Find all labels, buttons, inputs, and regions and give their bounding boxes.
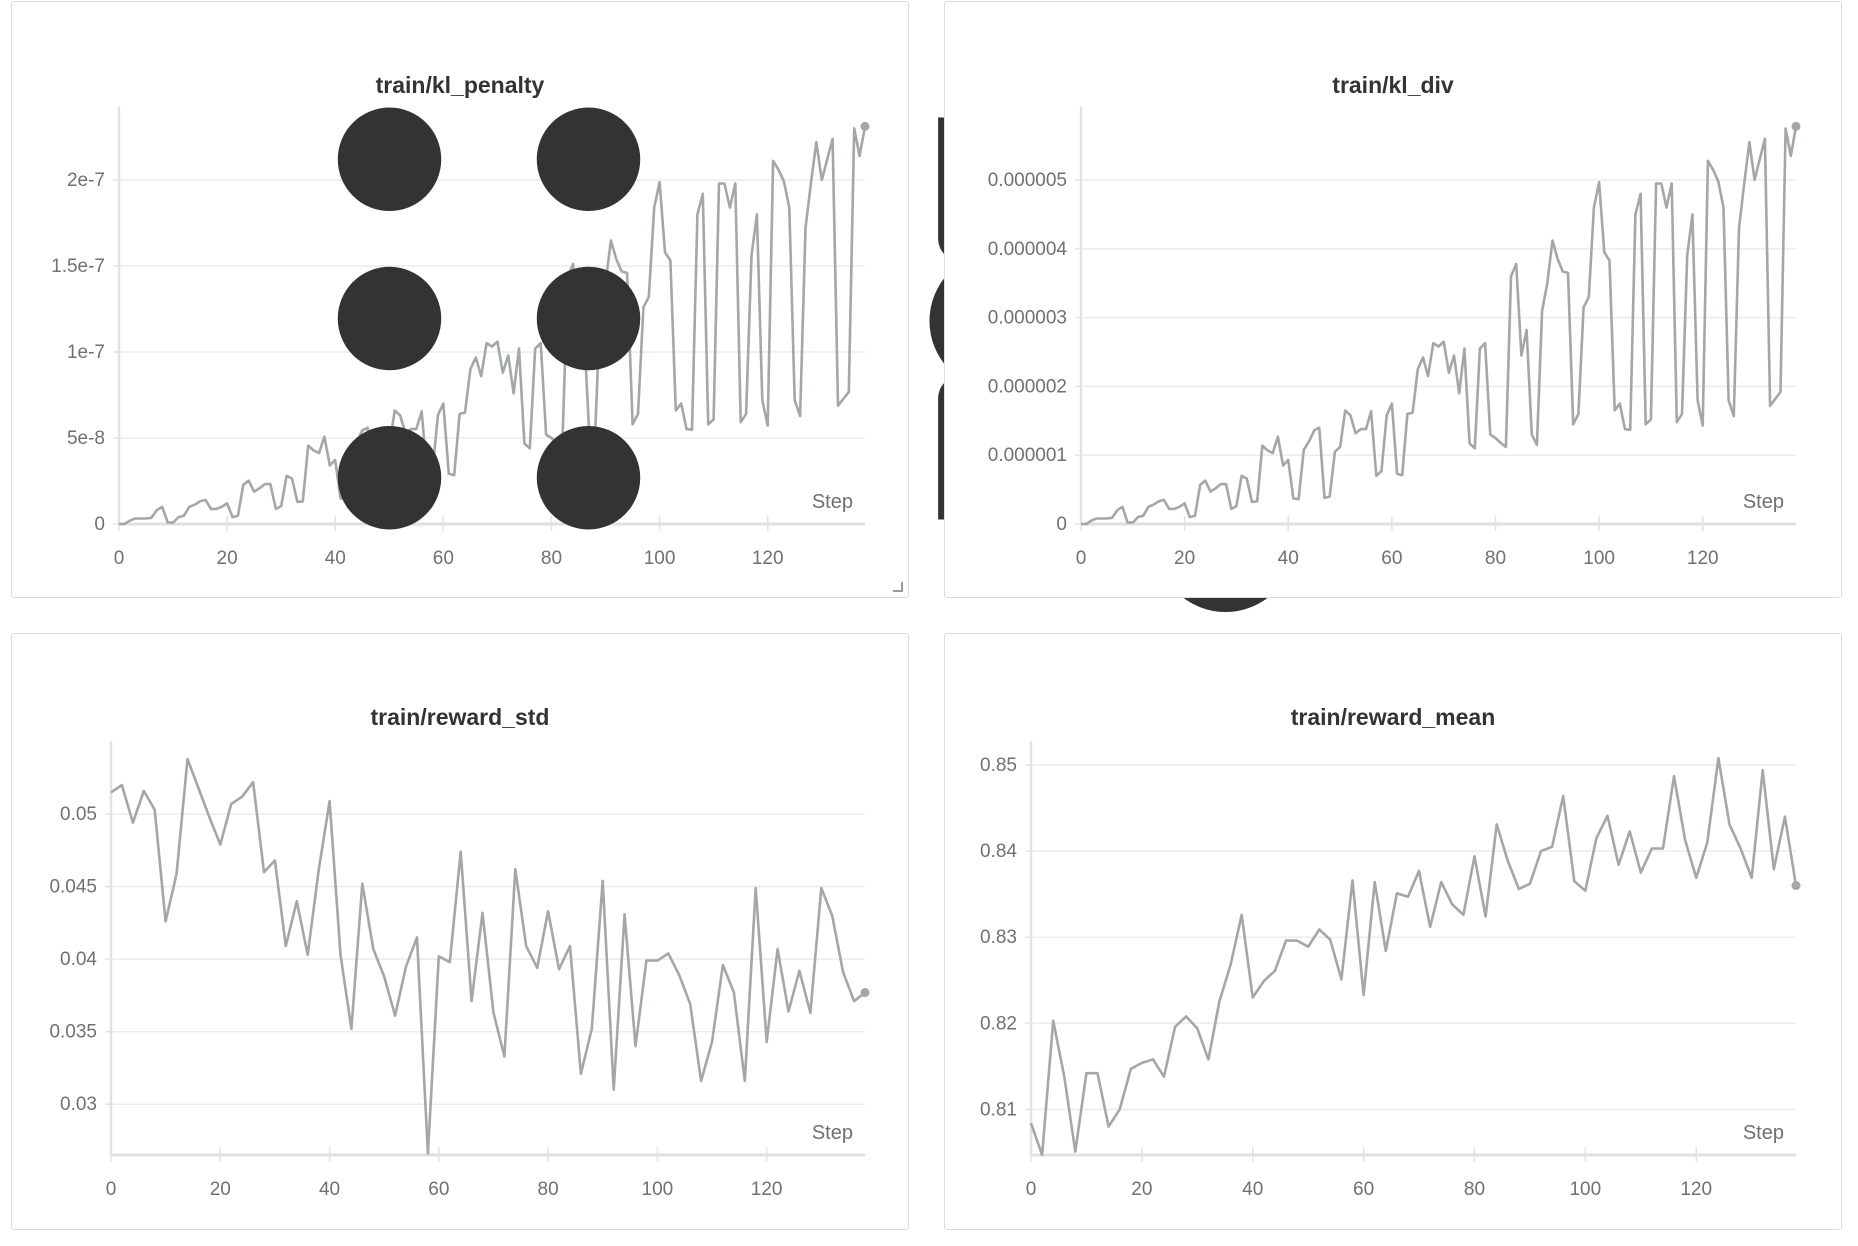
last-point-marker: [860, 121, 870, 131]
series-line: [119, 126, 867, 526]
last-point-marker: [1791, 881, 1801, 891]
x-tick-label: 100: [642, 1179, 674, 1200]
chart-kl-div: 0 0.000001 0.000002 0.000003 0.000004 0.00000…: [988, 107, 1801, 569]
chart-title: train/reward_std: [370, 704, 550, 730]
x-tick-label: 20: [217, 548, 238, 569]
x-tick-label: 20: [210, 1179, 231, 1200]
y-tick-label: 0.83: [980, 927, 1017, 948]
x-tick-label: 100: [1583, 548, 1615, 569]
x-tick-label: 60: [428, 1179, 449, 1200]
y-tick-label: 0.045: [49, 877, 97, 898]
more-options-icon[interactable]: [838, 20, 1552, 405]
x-axis-label: Step: [812, 491, 853, 513]
y-tick-label: 0.82: [980, 1013, 1017, 1034]
y-tick-label: 0.81: [980, 1099, 1017, 1120]
y-tick-label: 0: [1056, 514, 1067, 535]
chart-kl-penalty: 0 5e-8 1e-7 1.5e-7 2e-7 0 20 40 60 80 100 120 Step: [51, 107, 870, 569]
series-line: [110, 757, 866, 1155]
y-tick-label: 2e-7: [67, 170, 105, 191]
y-tick-label: 1.5e-7: [51, 256, 105, 277]
x-tick-label: 40: [319, 1179, 340, 1200]
drag-handle-icon[interactable]: [40, 20, 641, 530]
last-point-marker: [860, 988, 870, 998]
series-line: [1029, 756, 1798, 1157]
y-tick-label: 0.85: [980, 755, 1017, 776]
chart-reward-std: 0.03 0.035 0.04 0.045 0.05 0 20 40 60 80 100 120 Ste…: [49, 741, 870, 1200]
chart-panel-reward-mean: 0.81 0.82 0.83 0.84 0.85 0 20 40 60 80 100 120 Step …: [944, 633, 1842, 1230]
x-tick-label: 0: [114, 548, 125, 569]
y-tick-label: 0.035: [49, 1022, 97, 1043]
x-tick-label: 100: [1569, 1179, 1601, 1200]
x-tick-label: 120: [1687, 548, 1719, 569]
x-axis-label: Step: [812, 1122, 853, 1144]
series-line: [1081, 126, 1798, 526]
y-tick-label: 1e-7: [67, 342, 105, 363]
x-tick-label: 20: [1174, 548, 1195, 569]
x-tick-label: 120: [751, 1179, 783, 1200]
y-tick-label: 0.04: [60, 949, 97, 970]
x-tick-label: 120: [752, 548, 784, 569]
y-tick-label: 0.000005: [988, 170, 1067, 191]
chart-reward-mean: 0.81 0.82 0.83 0.84 0.85 0 20 40 60 80 100 120 Step: [980, 741, 1801, 1200]
y-tick-label: 0.000001: [988, 445, 1067, 466]
x-tick-label: 80: [1485, 548, 1506, 569]
x-tick-label: 60: [1381, 548, 1402, 569]
y-tick-label: 0.000002: [988, 376, 1067, 397]
last-point-marker: [1791, 121, 1801, 131]
x-axis-label: Step: [1743, 1122, 1784, 1144]
x-tick-label: 80: [1464, 1179, 1485, 1200]
y-tick-label: 0: [94, 514, 105, 535]
y-tick-label: 0.05: [60, 804, 97, 825]
x-tick-label: 60: [1353, 1179, 1374, 1200]
x-tick-label: 0: [106, 1179, 117, 1200]
x-tick-label: 80: [541, 548, 562, 569]
chart-title: train/reward_mean: [1290, 704, 1496, 730]
y-tick-label: 0.84: [980, 841, 1017, 862]
resize-handle[interactable]: [893, 582, 903, 592]
chart-panel-kl-div: 0 0.000001 0.000002 0.000003 0.000004 0.00000…: [944, 1, 1842, 598]
x-tick-label: 120: [1680, 1179, 1712, 1200]
x-tick-label: 40: [1242, 1179, 1263, 1200]
x-tick-label: 20: [1131, 1179, 1152, 1200]
x-tick-label: 80: [538, 1179, 559, 1200]
x-tick-label: 60: [433, 548, 454, 569]
y-tick-label: 0.03: [60, 1094, 97, 1115]
x-tick-label: 0: [1076, 548, 1087, 569]
fullscreen-icon[interactable]: [710, 20, 1380, 520]
x-axis-label: Step: [1743, 491, 1784, 513]
chart-panel-kl-penalty: 0 5e-8 1e-7 1.5e-7 2e-7 0 20 40 60 80 100 120 Step t…: [11, 1, 1552, 612]
chart-title: train/kl_penalty: [375, 72, 545, 98]
y-tick-label: 5e-8: [67, 428, 105, 449]
x-tick-label: 40: [325, 548, 346, 569]
chart-panel-reward-std: 0.03 0.035 0.04 0.045 0.05 0 20 40 60 80 100 120 Ste…: [11, 633, 909, 1230]
chart-title: train/kl_div: [1332, 72, 1454, 98]
y-tick-label: 0.000003: [988, 308, 1067, 329]
x-tick-label: 100: [644, 548, 676, 569]
y-tick-label: 0.000004: [988, 239, 1068, 260]
x-tick-label: 40: [1278, 548, 1299, 569]
gear-icon[interactable]: [774, 20, 1517, 612]
x-tick-label: 0: [1026, 1179, 1037, 1200]
